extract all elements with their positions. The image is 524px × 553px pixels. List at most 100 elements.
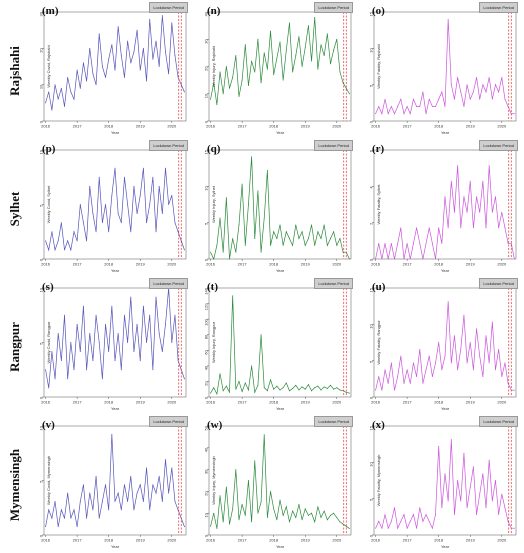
data-point <box>232 295 234 297</box>
data-point <box>279 41 281 43</box>
x-tick-label: 2018 <box>269 262 279 267</box>
data-point <box>333 512 335 514</box>
data-point <box>390 242 392 244</box>
data-point <box>165 459 166 460</box>
chart-svg: 2016 2017 2018 2019 2020 0 10 20 30 Year Weekly Co… <box>38 11 187 135</box>
x-tick-label: 2020 <box>332 262 342 267</box>
data-point <box>479 355 481 357</box>
data-point <box>422 91 424 93</box>
data-point <box>513 113 515 115</box>
data-point <box>425 369 427 371</box>
data-point <box>251 156 253 158</box>
data-point <box>406 106 408 107</box>
data-point <box>435 106 436 107</box>
data-point <box>295 517 297 519</box>
data-point <box>95 475 97 477</box>
y-tick-label: 10 <box>38 287 43 292</box>
data-point <box>152 369 154 371</box>
y-tick-label: 2 <box>368 222 373 225</box>
y-axis-label: Weekly Covid, Rajshahi <box>46 45 51 87</box>
plot-frame <box>373 11 517 122</box>
data-point <box>447 500 449 502</box>
data-point <box>482 84 484 86</box>
data-point <box>384 369 386 371</box>
data-point <box>381 389 383 391</box>
data-point <box>463 314 465 316</box>
data-point <box>314 17 316 18</box>
data-point <box>146 342 148 343</box>
data-point <box>51 517 53 519</box>
data-point <box>400 355 402 357</box>
data-point <box>285 49 287 51</box>
data-point <box>111 44 113 46</box>
series-line <box>45 434 185 527</box>
data-point <box>51 231 53 233</box>
data-point <box>216 393 218 395</box>
data-point <box>67 76 69 78</box>
x-tick-label: 2017 <box>403 124 413 129</box>
y-tick-label: 20 <box>38 48 43 53</box>
chart-panel: 2016 2017 2018 2019 2020 0 5 10 15 Year Weekly Fat… <box>360 416 520 551</box>
x-tick-label: 2018 <box>104 538 114 543</box>
data-point <box>381 258 383 260</box>
data-point <box>307 25 309 27</box>
data-point <box>105 76 106 78</box>
data-point <box>342 523 344 525</box>
data-point <box>260 334 262 336</box>
lockdown-legend: Lockdown Period <box>479 2 518 13</box>
y-tick-label: 15 <box>368 287 373 292</box>
data-point <box>479 493 481 495</box>
lockdown-legend: Lockdown Period <box>314 278 353 289</box>
y-tick-label: 0 <box>368 258 373 261</box>
data-point <box>232 76 234 78</box>
data-point <box>158 185 160 187</box>
plot-frame <box>43 11 187 122</box>
data-point <box>183 526 185 528</box>
data-point <box>120 55 122 57</box>
chart-svg: 2016 2017 2018 2019 2020 0 5 10 15 Year Weekly Fat… <box>368 287 517 411</box>
chart-panel: 2016 2017 2018 2019 2020 0 5 10 15 Year Weekly Inj… <box>195 140 355 275</box>
data-point <box>323 224 325 226</box>
data-point <box>416 376 418 378</box>
lockdown-legend: Lockdown Period <box>479 278 518 289</box>
data-point <box>425 514 427 516</box>
data-point <box>416 106 418 107</box>
x-tick-label: 2019 <box>301 262 311 267</box>
x-tick-label: 2017 <box>238 538 248 543</box>
data-point <box>307 238 309 240</box>
data-point <box>133 185 135 187</box>
data-point <box>495 480 496 481</box>
data-point <box>457 165 459 167</box>
data-point <box>257 512 259 514</box>
data-point <box>171 194 173 196</box>
x-tick-label: 2020 <box>332 124 342 129</box>
data-point <box>251 60 253 62</box>
data-point <box>282 244 284 246</box>
x-tick-label: 2016 <box>206 538 216 543</box>
plot-frame <box>43 287 187 398</box>
data-point <box>219 71 221 73</box>
data-point <box>317 385 319 387</box>
data-point <box>425 242 427 244</box>
data-point <box>476 514 478 516</box>
data-point <box>64 517 65 519</box>
data-point <box>419 507 421 509</box>
data-point <box>57 98 59 100</box>
data-point <box>70 91 72 93</box>
y-axis-label: Weekly Injury, Rajshahi <box>211 46 216 88</box>
y-tick-label: 80 <box>203 334 208 339</box>
data-point <box>98 176 100 178</box>
x-tick-label: 2017 <box>73 538 83 543</box>
data-point <box>279 499 281 501</box>
data-point <box>476 196 478 198</box>
data-point <box>183 378 185 380</box>
chart-panel: 2016 2017 2018 2019 2020 0 10 20 30 Year Weekly Co… <box>30 2 190 137</box>
data-point <box>479 211 481 213</box>
data-point <box>375 389 377 391</box>
x-axis-label: Year <box>276 268 285 273</box>
data-point <box>476 76 478 78</box>
x-tick-label: 2019 <box>136 400 146 405</box>
data-point <box>491 211 493 213</box>
x-tick-label: 2017 <box>73 124 83 129</box>
data-point <box>435 514 436 516</box>
